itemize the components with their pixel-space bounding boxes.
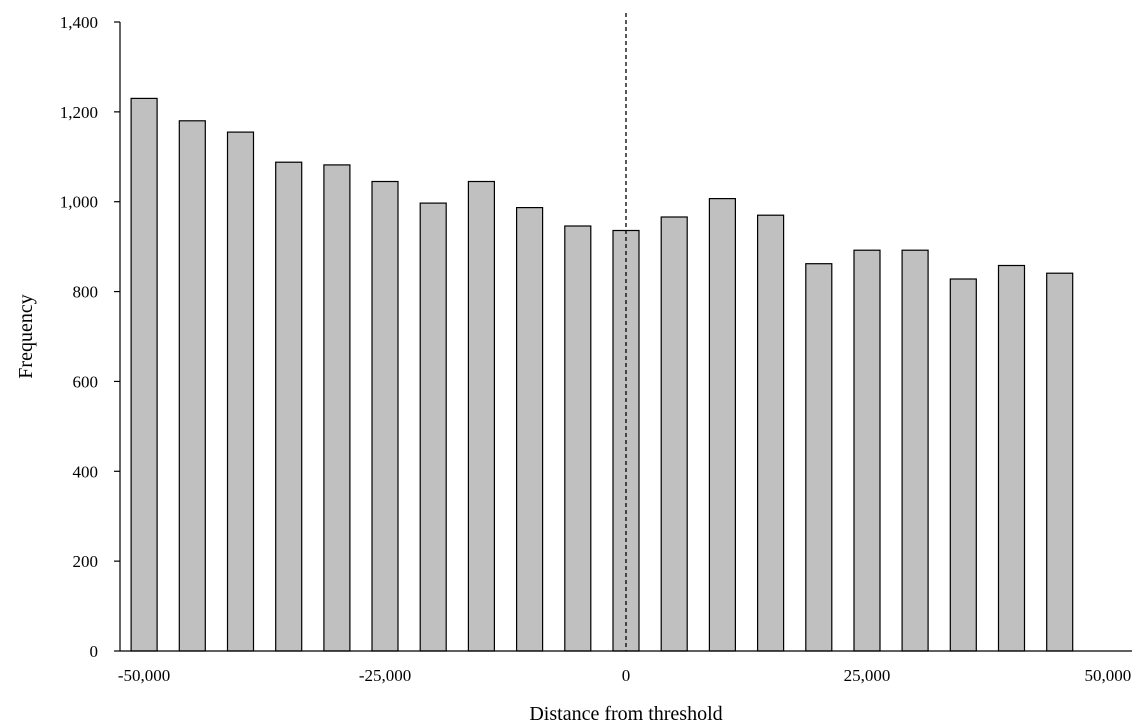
y-tick-label: 1,000: [60, 193, 98, 212]
bar: [901, 249, 929, 652]
bars-group: [130, 97, 1074, 652]
bar: [419, 202, 447, 652]
y-tick-label: 1,400: [60, 13, 98, 32]
bar: [226, 131, 255, 652]
bar: [564, 225, 592, 652]
y-axis-ticks: 0 200 400 600 800 1,000 1,200 1,400: [60, 13, 120, 661]
bar: [467, 180, 495, 652]
bar: [997, 264, 1026, 652]
bar: [949, 278, 977, 652]
x-axis-ticks: -50,000 -25,000 0 25,000 50,000: [118, 666, 1131, 685]
bar: [371, 180, 399, 652]
bar: [275, 161, 303, 652]
x-tick-label: 50,000: [1085, 666, 1132, 685]
x-tick-label: -25,000: [359, 666, 411, 685]
y-tick-label: 200: [73, 552, 99, 571]
y-axis-title: Frequency: [15, 294, 37, 378]
bar: [853, 249, 881, 652]
x-tick-label: 25,000: [844, 666, 891, 685]
bar: [708, 198, 737, 652]
x-axis-title: Distance from threshold: [529, 703, 722, 724]
x-tick-label: -50,000: [118, 666, 170, 685]
bar: [660, 216, 688, 652]
x-tick-label: 0: [622, 666, 631, 685]
bar: [323, 164, 351, 652]
y-tick-label: 1,200: [60, 103, 98, 122]
y-tick-label: 400: [73, 462, 99, 481]
bar: [756, 214, 785, 652]
bar: [515, 207, 544, 652]
bar: [178, 120, 206, 652]
y-tick-label: 0: [90, 642, 99, 661]
y-tick-label: 800: [73, 283, 99, 302]
bar: [1046, 272, 1074, 652]
bar: [130, 97, 158, 652]
bar: [805, 263, 833, 652]
y-tick-label: 600: [73, 372, 99, 391]
